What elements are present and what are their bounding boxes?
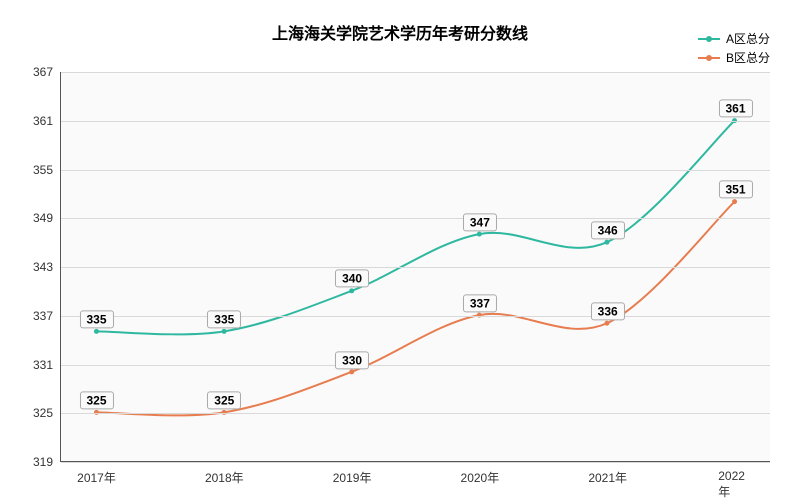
data-label: 340: [335, 270, 369, 288]
y-tick-label: 349: [33, 211, 61, 225]
y-tick-label: 325: [33, 406, 61, 420]
gridline: [61, 218, 770, 219]
legend-item-0: A区总分: [698, 30, 770, 47]
data-label: 337: [463, 294, 497, 312]
x-tick-label: 2019年: [333, 461, 372, 486]
x-tick-label: 2018年: [205, 461, 244, 486]
gridline: [61, 72, 770, 73]
gridline: [61, 267, 770, 268]
y-tick-label: 343: [33, 260, 61, 274]
data-label: 335: [207, 310, 241, 328]
series-line-1: [96, 202, 734, 416]
gridline: [61, 462, 770, 463]
x-tick-label: 2017年: [77, 461, 116, 486]
gridline: [61, 316, 770, 317]
data-label: 336: [591, 302, 625, 320]
legend: A区总分 B区总分: [698, 30, 770, 68]
y-tick-label: 361: [33, 114, 61, 128]
series-marker: [349, 288, 354, 293]
gridline: [61, 365, 770, 366]
gridline: [61, 121, 770, 122]
gridline: [61, 170, 770, 171]
y-tick-label: 337: [33, 309, 61, 323]
data-label: 361: [718, 99, 752, 117]
legend-item-1: B区总分: [698, 49, 770, 66]
data-label: 330: [335, 351, 369, 369]
chart-container: 上海海关学院艺术学历年考研分数线 A区总分B区总分 31932533133734…: [0, 0, 800, 500]
y-tick-label: 355: [33, 163, 61, 177]
chart-title: 上海海关学院艺术学历年考研分数线: [272, 20, 528, 44]
plot-area: 3193253313373433493553613672017年2018年201…: [60, 72, 770, 462]
x-tick-label: 2022年: [718, 461, 753, 500]
data-label: 351: [718, 180, 752, 198]
series-marker: [94, 329, 99, 334]
data-label: 335: [79, 310, 113, 328]
series-marker: [222, 329, 227, 334]
legend-swatch-icon: [698, 57, 720, 59]
legend-label: B区总分: [726, 49, 770, 66]
x-tick-label: 2021年: [588, 461, 627, 486]
data-label: 325: [207, 392, 241, 410]
legend-label: A区总分: [726, 30, 770, 47]
series-marker: [604, 240, 609, 245]
x-tick-label: 2020年: [461, 461, 500, 486]
series-marker: [477, 232, 482, 237]
series-marker: [604, 321, 609, 326]
data-label: 347: [463, 213, 497, 231]
data-label: 325: [79, 392, 113, 410]
series-marker: [349, 369, 354, 374]
legend-swatch-icon: [698, 38, 720, 40]
y-tick-label: 319: [33, 455, 61, 469]
series-marker: [732, 199, 737, 204]
y-tick-label: 367: [33, 65, 61, 79]
y-tick-label: 331: [33, 358, 61, 372]
gridline: [61, 413, 770, 414]
data-label: 346: [591, 221, 625, 239]
